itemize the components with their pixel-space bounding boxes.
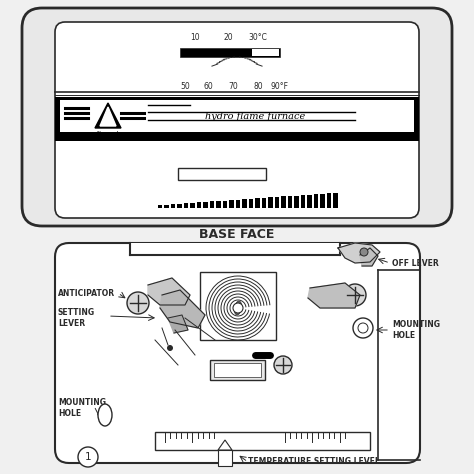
Bar — [236, 200, 240, 208]
Text: ANTICIPATOR: ANTICIPATOR — [58, 289, 115, 298]
FancyBboxPatch shape — [55, 22, 419, 218]
Text: 10: 10 — [190, 33, 200, 42]
Bar — [275, 197, 280, 208]
Ellipse shape — [98, 404, 112, 426]
Ellipse shape — [234, 301, 242, 315]
Bar — [282, 196, 286, 208]
Text: OFF LEVER: OFF LEVER — [392, 258, 439, 267]
Circle shape — [353, 318, 373, 338]
Bar — [171, 204, 175, 208]
Polygon shape — [338, 243, 380, 263]
Polygon shape — [360, 248, 378, 266]
Bar — [55, 97, 419, 137]
Circle shape — [274, 356, 292, 374]
Bar — [268, 197, 273, 208]
Bar — [294, 196, 299, 208]
Bar — [255, 198, 260, 208]
Bar — [320, 194, 325, 208]
Circle shape — [127, 292, 149, 314]
Bar — [178, 168, 266, 180]
Text: 80: 80 — [253, 82, 263, 91]
Text: TEMPERATURE SETTING LEVEL: TEMPERATURE SETTING LEVEL — [248, 457, 380, 466]
Circle shape — [167, 345, 173, 351]
Polygon shape — [100, 107, 116, 126]
Bar — [217, 201, 221, 208]
Text: BASE FACE: BASE FACE — [199, 228, 275, 240]
Bar — [243, 199, 247, 208]
Bar — [158, 205, 163, 208]
Bar — [334, 193, 338, 208]
Text: 30°C: 30°C — [248, 33, 267, 42]
Bar — [327, 193, 331, 208]
Circle shape — [360, 248, 368, 256]
Circle shape — [78, 447, 98, 467]
Bar — [197, 202, 201, 208]
Bar — [210, 360, 265, 380]
Text: 1: 1 — [85, 452, 91, 462]
Bar — [177, 204, 182, 208]
Bar — [200, 272, 276, 340]
Text: MOUNTING
HOLE: MOUNTING HOLE — [58, 398, 106, 418]
Bar — [314, 194, 319, 208]
Bar — [214, 363, 261, 377]
Bar — [191, 203, 195, 208]
Bar — [229, 200, 234, 208]
Circle shape — [358, 323, 368, 333]
Polygon shape — [160, 290, 205, 328]
Text: SETTING
LEVER: SETTING LEVER — [58, 308, 95, 328]
Polygon shape — [95, 103, 121, 128]
Bar — [249, 199, 254, 208]
Text: 60: 60 — [203, 82, 213, 91]
Text: 50: 50 — [180, 82, 190, 91]
Bar — [130, 243, 340, 255]
Text: 70: 70 — [228, 82, 238, 91]
Bar — [155, 432, 370, 450]
FancyBboxPatch shape — [22, 8, 452, 226]
Bar — [180, 48, 280, 57]
Bar — [55, 132, 419, 141]
Polygon shape — [168, 315, 188, 333]
Bar — [164, 205, 169, 208]
Bar — [262, 198, 266, 208]
Text: hydro flame furnace: hydro flame furnace — [205, 111, 305, 120]
Text: Atwood: Atwood — [96, 131, 120, 136]
Polygon shape — [308, 283, 360, 308]
Polygon shape — [148, 278, 190, 305]
Text: MOUNTING
HOLE: MOUNTING HOLE — [392, 320, 440, 340]
Bar — [252, 49, 279, 56]
Circle shape — [344, 284, 366, 306]
Bar — [210, 201, 215, 208]
Bar — [203, 202, 208, 208]
Polygon shape — [218, 440, 232, 450]
Text: 20: 20 — [223, 33, 233, 42]
Bar — [223, 201, 228, 208]
Bar — [184, 203, 189, 208]
Bar — [60, 100, 414, 132]
Bar — [218, 450, 232, 466]
Text: 90°F: 90°F — [271, 82, 289, 91]
Bar — [288, 196, 292, 208]
FancyBboxPatch shape — [55, 243, 420, 463]
Circle shape — [233, 303, 243, 313]
Bar — [308, 195, 312, 208]
Bar — [301, 195, 306, 208]
